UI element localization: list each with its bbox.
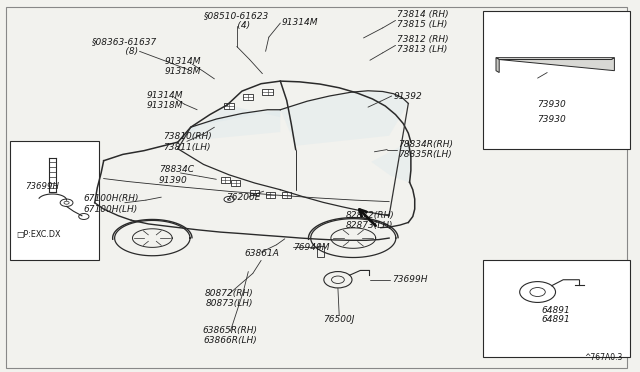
Polygon shape — [499, 58, 614, 71]
Polygon shape — [280, 92, 408, 146]
Text: 64891: 64891 — [541, 315, 570, 324]
Bar — [224, 103, 234, 109]
Text: §08363-61637
     (8): §08363-61637 (8) — [92, 37, 157, 56]
Text: 64891: 64891 — [541, 306, 570, 315]
Polygon shape — [496, 58, 499, 73]
Text: 78834C
91390: 78834C 91390 — [159, 165, 194, 185]
Text: 76200E: 76200E — [226, 193, 260, 202]
Text: §08510-61623
     (4): §08510-61623 (4) — [204, 11, 269, 30]
Polygon shape — [178, 105, 280, 142]
Bar — [231, 180, 240, 186]
Text: 82872(RH)
82873(LH): 82872(RH) 82873(LH) — [346, 211, 394, 230]
Text: 73812 (RH)
73813 (LH): 73812 (RH) 73813 (LH) — [397, 35, 449, 54]
Text: 73699H: 73699H — [26, 182, 60, 190]
Circle shape — [224, 196, 234, 202]
Bar — [250, 190, 259, 195]
Text: □P:EXC.DX: □P:EXC.DX — [16, 230, 61, 239]
Text: 91314M
91318M: 91314M 91318M — [164, 57, 201, 76]
Text: 91314M: 91314M — [282, 18, 318, 27]
Text: 73699H: 73699H — [392, 275, 427, 284]
Bar — [243, 94, 253, 100]
Text: 73930: 73930 — [538, 100, 566, 109]
Bar — [221, 177, 230, 183]
Text: 63861A: 63861A — [244, 249, 279, 258]
Text: 91392: 91392 — [394, 92, 422, 101]
Bar — [282, 192, 291, 198]
Text: 73814 (RH)
73815 (LH): 73814 (RH) 73815 (LH) — [397, 10, 449, 29]
Text: 76940M: 76940M — [293, 243, 330, 252]
Bar — [262, 89, 273, 95]
Text: 80872(RH)
80873(LH): 80872(RH) 80873(LH) — [205, 289, 253, 308]
Text: 67100H(RH)
67100H(LH): 67100H(RH) 67100H(LH) — [83, 194, 139, 214]
Text: 76500J: 76500J — [323, 315, 355, 324]
Text: 73930: 73930 — [538, 115, 566, 124]
Bar — [10, 141, 99, 260]
Text: 73810(RH)
73811(LH): 73810(RH) 73811(LH) — [163, 132, 212, 152]
Bar — [483, 11, 630, 149]
Text: 63865R(RH)
63866R(LH): 63865R(RH) 63866R(LH) — [203, 326, 258, 345]
Text: 91314M
91318M: 91314M 91318M — [147, 91, 184, 110]
Polygon shape — [371, 142, 411, 182]
Text: 78834R(RH)
78835R(LH): 78834R(RH) 78835R(LH) — [398, 140, 453, 159]
Polygon shape — [496, 58, 614, 60]
Bar — [266, 192, 275, 198]
Polygon shape — [191, 110, 280, 141]
Text: ^767A0.3: ^767A0.3 — [584, 353, 622, 362]
Bar — [317, 246, 324, 257]
Bar — [483, 260, 630, 357]
